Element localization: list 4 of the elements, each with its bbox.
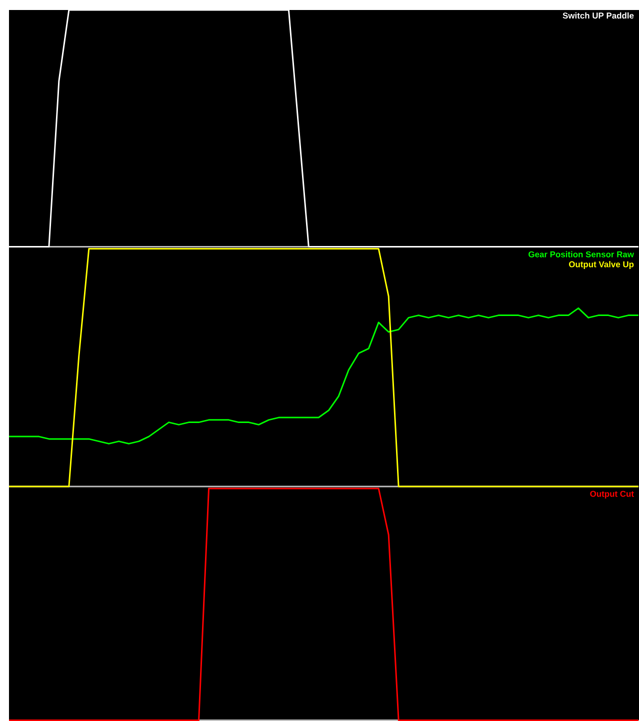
- text: Output Valve Up: [568, 261, 634, 269]
- text: Output Cut: [590, 490, 634, 498]
- text: Gear Position Sensor Raw: [528, 251, 634, 258]
- text: Switch UP Paddle: [562, 12, 634, 19]
